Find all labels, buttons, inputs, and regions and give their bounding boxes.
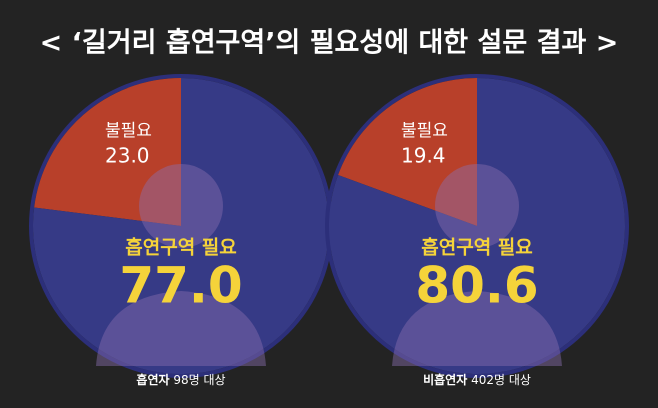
caption: 비흡연자 402명 대상 <box>423 372 531 387</box>
slice-label: 흡연구역 필요 <box>125 236 237 259</box>
pie-slice <box>329 78 625 374</box>
silhouette-body <box>96 291 266 366</box>
slice-label: 흡연구역 필요 <box>421 236 533 259</box>
pie-border <box>325 74 629 378</box>
caption: 흡연자 98명 대상 <box>136 372 225 387</box>
caption-count: 98명 대상 <box>173 373 225 387</box>
silhouette-head <box>139 164 223 248</box>
slice-value-label: 19.4 <box>401 144 446 168</box>
silhouette-head <box>435 164 519 248</box>
caption-group: 흡연자 <box>136 372 169 387</box>
pie-slice <box>33 78 330 375</box>
slice-value-label: 77.0 <box>119 257 242 315</box>
caption-group: 비흡연자 <box>423 372 467 387</box>
pie-slice <box>338 78 477 226</box>
slice-value-label: 23.0 <box>105 144 150 168</box>
slice-label: 불필요 <box>401 121 448 141</box>
caption-count: 402명 대상 <box>471 373 531 387</box>
chart-title: < ‘길거리 흡연구역’의 필요성에 대한 설문 결과 > <box>40 28 619 59</box>
slice-value-label: 80.6 <box>415 257 538 315</box>
pie-slice <box>34 78 181 226</box>
silhouette-body <box>392 291 562 366</box>
slice-label: 불필요 <box>105 121 152 141</box>
